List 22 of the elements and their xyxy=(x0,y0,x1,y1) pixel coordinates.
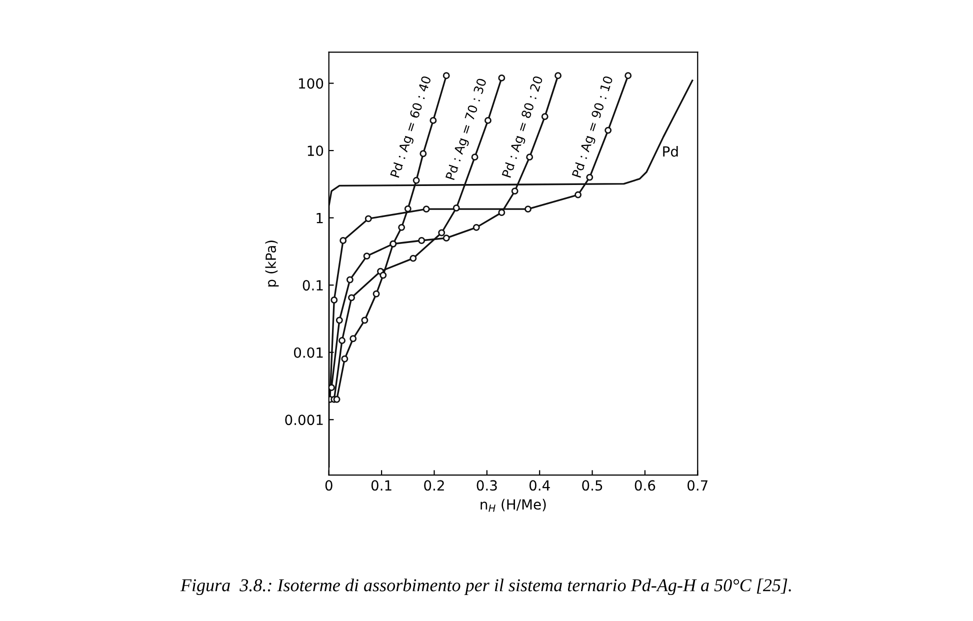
text: Pd : Ag = 90 : 10 xyxy=(572,75,616,179)
x-axis-title: n$_{H}$ (H/Me) xyxy=(480,498,546,512)
text: Figura 3.8.: Isoterme di assorbimento per il sistema ternario Pd-Ag-H a 50°C [25]. xyxy=(180,578,791,596)
series-label: Pd xyxy=(663,146,678,157)
y-tick-label: 0.001 xyxy=(285,414,323,426)
y-axis-title: p (kPa) xyxy=(265,240,279,287)
y-tick-label: 0.1 xyxy=(302,280,323,291)
x-tick-label: 0.4 xyxy=(529,480,550,491)
y-tick-label: 100 xyxy=(299,78,324,89)
x-tick-label: 0.2 xyxy=(424,480,444,491)
x-tick-label: 0.5 xyxy=(582,480,602,491)
x-tick-label: 0.7 xyxy=(688,480,708,491)
x-tick-label: 0 xyxy=(325,480,332,491)
x-tick-label: 0.3 xyxy=(476,480,497,491)
text: Pd : Ag = 80 : 20 xyxy=(502,75,546,179)
x-tick-label: 0.1 xyxy=(371,480,392,491)
y-tick-label: 1 xyxy=(316,212,323,224)
x-tick-label: 0.6 xyxy=(634,480,656,491)
y-tick-label: 10 xyxy=(308,146,324,156)
text: Pd : Ag = 70 : 30 xyxy=(445,78,489,181)
text: Pd : Ag = 60 : 40 xyxy=(390,75,434,179)
y-tick-label: 0.01 xyxy=(294,347,323,358)
